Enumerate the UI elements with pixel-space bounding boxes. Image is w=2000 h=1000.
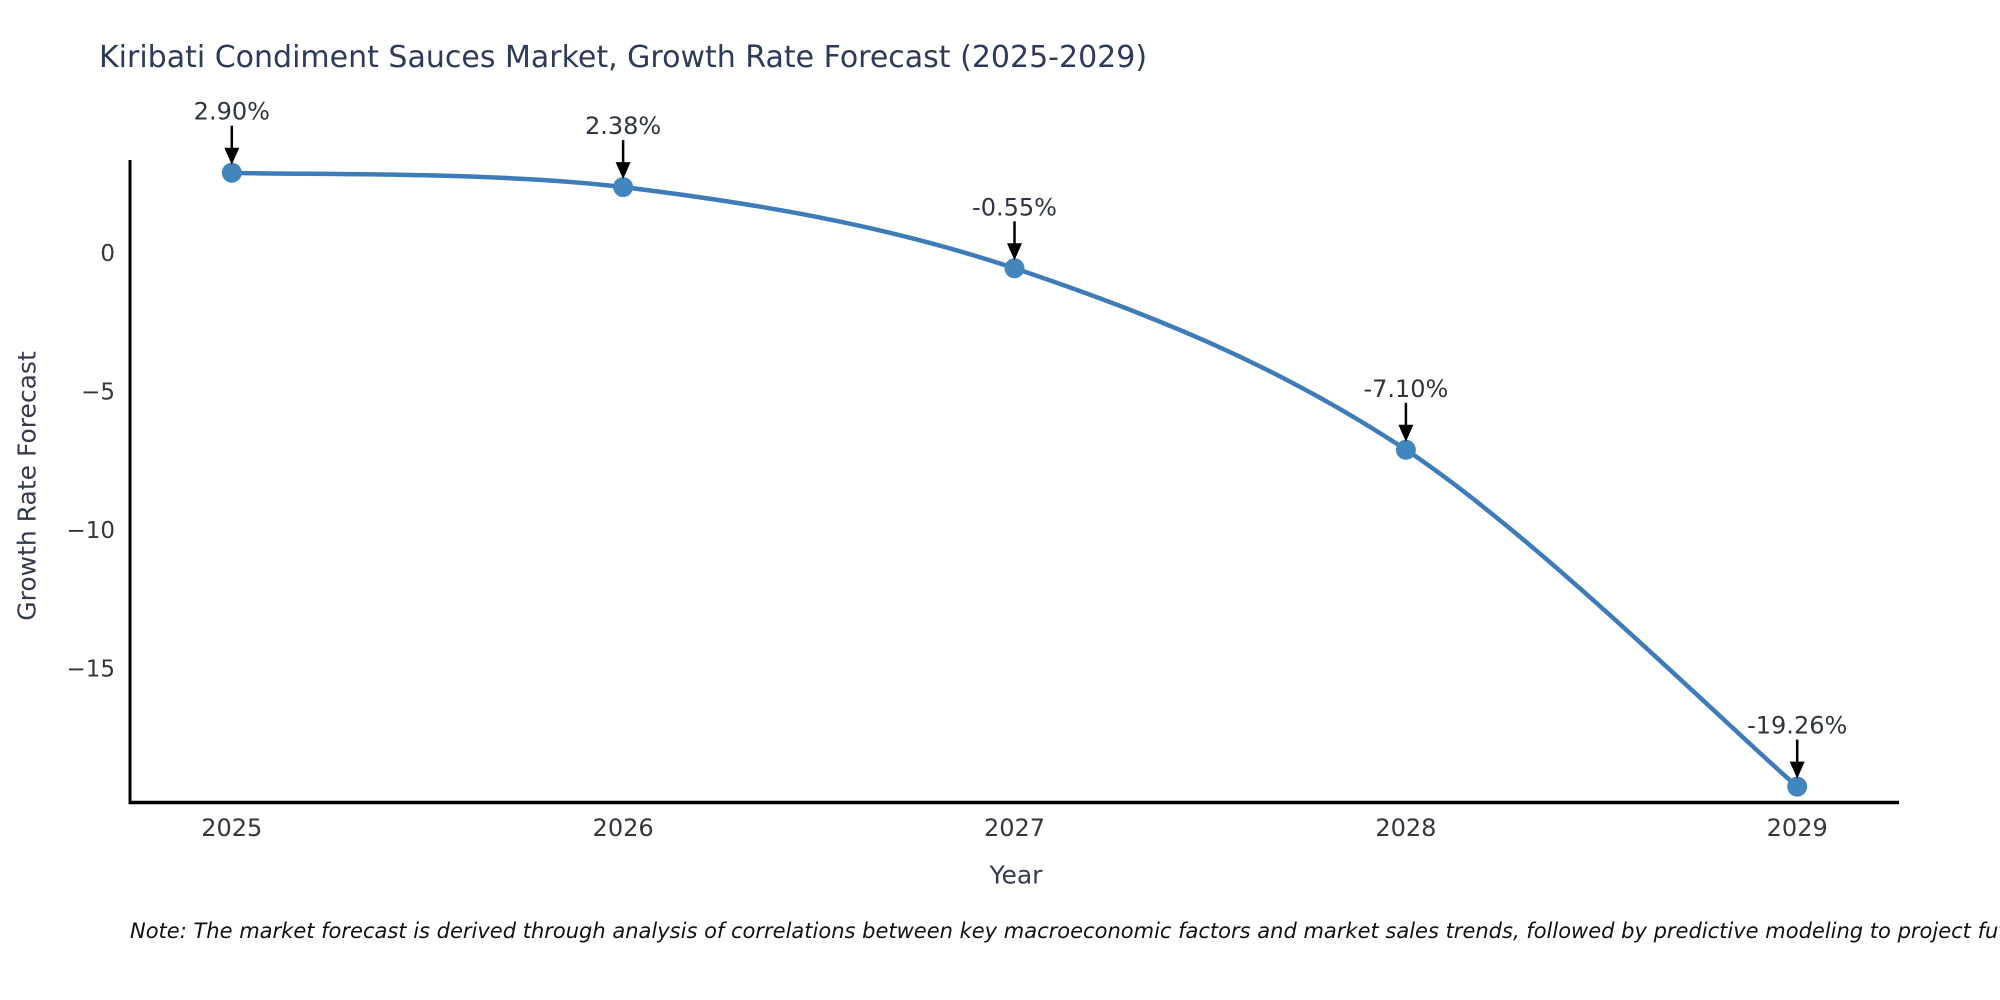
annotation-arrowhead <box>1007 243 1022 261</box>
point-value-label: -19.26% <box>1747 712 1847 740</box>
x-tick-label: 2025 <box>201 814 262 842</box>
data-point <box>1787 776 1808 797</box>
x-tick-label: 2028 <box>1375 814 1436 842</box>
y-tick-label: 0 <box>100 241 115 267</box>
y-tick-label: −10 <box>66 518 115 544</box>
annotation-arrowhead <box>1789 761 1805 779</box>
y-tick-label: −5 <box>81 380 115 406</box>
point-value-label: -7.10% <box>1363 375 1448 403</box>
footnote: Note: The market forecast is derived thr… <box>130 919 2000 943</box>
x-axis-label: Year <box>989 860 1043 890</box>
annotation-arrowhead <box>615 162 631 180</box>
x-tick-label: 2026 <box>593 814 654 842</box>
data-point <box>613 177 634 198</box>
forecast-line <box>229 170 1800 789</box>
annotation-arrowhead <box>224 147 240 165</box>
point-value-label: 2.38% <box>585 112 661 140</box>
point-value-label: -0.55% <box>972 193 1057 221</box>
data-point <box>221 162 242 183</box>
point-value-label: 2.90% <box>194 98 270 126</box>
annotation-arrowhead <box>1398 424 1414 442</box>
data-point <box>1395 439 1416 460</box>
x-tick-label: 2029 <box>1767 814 1828 842</box>
y-tick-label: −15 <box>66 657 115 683</box>
x-tick-label: 2027 <box>984 814 1045 842</box>
data-point <box>1004 258 1025 279</box>
chart-title: Kiribati Condiment Sauces Market, Growth… <box>99 40 1148 75</box>
